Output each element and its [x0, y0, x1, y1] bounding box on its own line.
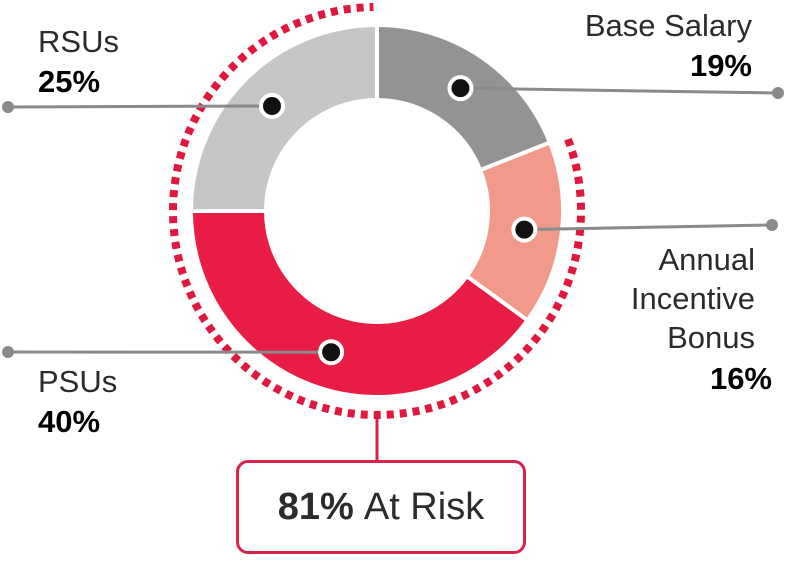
label-base-salary-name: Base Salary	[585, 8, 753, 43]
label-rsus-name: RSUs	[38, 24, 119, 59]
label-psus-percent: 40%	[38, 404, 100, 439]
label-base-salary-percent: 19%	[690, 48, 752, 83]
at-risk-percent: 81%	[278, 486, 354, 529]
label-psus-name: PSUs	[38, 364, 117, 399]
label-rsus-percent: 25%	[38, 64, 100, 99]
slice-rsus	[191, 25, 377, 211]
slice-psus	[191, 211, 527, 397]
label-bonus-line3: Bonus	[667, 320, 755, 355]
donut-slices	[191, 25, 563, 397]
at-risk-box: 81% At Risk	[236, 460, 526, 554]
label-bonus-line2: Incentive	[631, 281, 755, 316]
label-bonus-percent: 16%	[710, 361, 772, 396]
label-bonus-line1: Annual	[658, 242, 755, 277]
at-risk-text: At Risk	[364, 486, 484, 529]
